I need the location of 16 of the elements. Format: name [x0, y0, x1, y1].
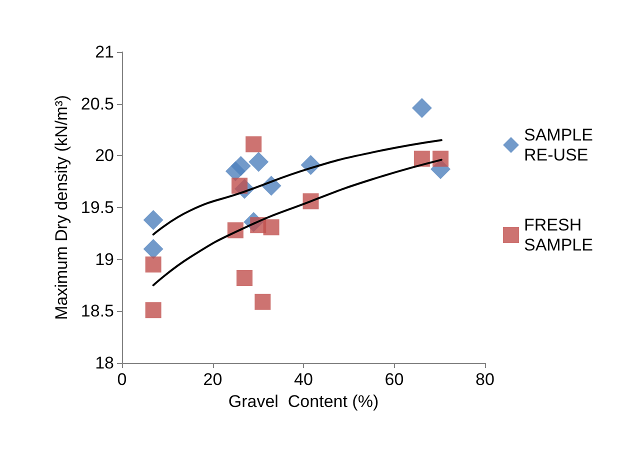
y-tick-label: 20 [95, 146, 114, 166]
x-tick-label: 80 [476, 370, 494, 389]
legend-label: SAMPLE RE-USE [524, 126, 598, 164]
y-axis-title: Maximum Dry density (kN/m³) [52, 95, 72, 320]
y-tick-label: 21 [95, 42, 114, 62]
y-tick-label: 19 [95, 250, 114, 269]
y-tick-label: 19.5 [80, 198, 114, 217]
x-axis-title: Gravel Content (%) [228, 392, 379, 411]
x-tick-label: 60 [384, 370, 404, 389]
x-tick-label: 20 [203, 370, 222, 389]
x-tick-label: 0 [117, 370, 127, 389]
legend-label: FRESH SAMPLE [524, 216, 593, 254]
y-tick-label: 20.5 [80, 94, 114, 114]
y-tick-label: 18.5 [80, 302, 114, 321]
x-tick-label: 40 [294, 370, 313, 389]
y-tick-label: 18 [95, 354, 114, 372]
